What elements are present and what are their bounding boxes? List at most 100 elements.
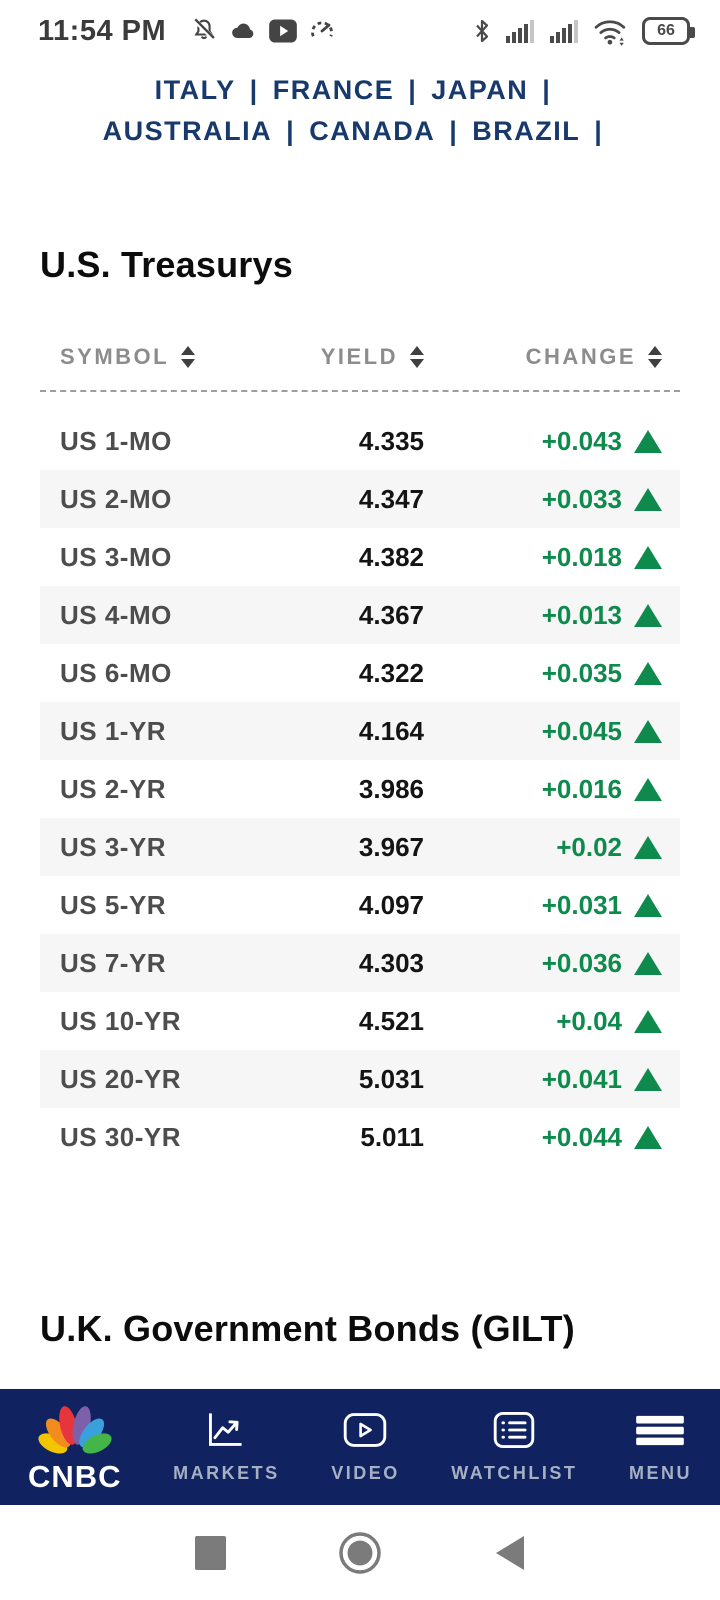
treasury-row[interactable]: US 5-YR 4.097 +0.031	[40, 876, 680, 934]
row-change: +0.036	[424, 948, 662, 979]
row-change-value: +0.02	[556, 831, 622, 862]
status-time: 11:54 PM	[38, 14, 167, 47]
play-video-icon	[268, 18, 298, 44]
treasury-row[interactable]: US 2-YR 3.986 +0.016	[40, 760, 680, 818]
row-change-value: +0.043	[541, 425, 622, 456]
nav-label: MARKETS	[173, 1462, 280, 1483]
cnbc-peacock-icon	[34, 1400, 116, 1461]
country-link-australia[interactable]: AUSTRALIA	[102, 116, 273, 146]
battery-percent: 66	[657, 22, 675, 39]
android-nav-bar	[0, 1505, 720, 1600]
treasury-row[interactable]: US 7-YR 4.303 +0.036	[40, 934, 680, 992]
row-change-value: +0.031	[541, 889, 622, 920]
line-chart-icon	[206, 1411, 246, 1454]
treasury-row[interactable]: US 20-YR 5.031 +0.041	[40, 1050, 680, 1108]
row-yield: 4.097	[358, 889, 424, 920]
nav-label: MENU	[628, 1462, 692, 1483]
treasury-rows: US 1-MO 4.335 +0.043 US 2-MO 4.347 +0.03…	[40, 412, 680, 1166]
nav-item-watchlist[interactable]: WATCHLIST	[451, 1411, 577, 1484]
row-yield: 5.031	[358, 1063, 424, 1094]
recents-button[interactable]	[160, 1505, 260, 1600]
sort-arrows-icon	[648, 346, 662, 368]
nav-label: VIDEO	[331, 1462, 400, 1483]
row-change-value: +0.035	[541, 657, 622, 688]
bottom-nav-bar: CNBC MARKETS VIDEO WATCHLIST MENU	[0, 1389, 720, 1505]
treasury-row[interactable]: US 2-MO 4.347 +0.033	[40, 470, 680, 528]
treasury-row[interactable]: US 6-MO 4.322 +0.035	[40, 644, 680, 702]
row-change: +0.018	[424, 542, 662, 573]
row-yield: 4.367	[358, 599, 424, 630]
treasury-row[interactable]: US 4-MO 4.367 +0.013	[40, 586, 680, 644]
column-header-change[interactable]: CHANGE	[424, 344, 662, 370]
uk-gilt-title: U.K. Government Bonds (GILT)	[40, 1308, 575, 1349]
row-change: +0.044	[424, 1122, 662, 1153]
country-link-bar: ITALY | FRANCE | JAPAN | AUSTRALIA | CANADA | BRA…	[0, 62, 720, 152]
row-change: +0.043	[424, 426, 662, 457]
treasury-row[interactable]: US 3-YR 3.967 +0.02	[40, 818, 680, 876]
muted-bell-icon	[190, 17, 218, 45]
country-link-italy[interactable]: ITALY	[154, 75, 236, 105]
treasury-row[interactable]: US 1-YR 4.164 +0.045	[40, 702, 680, 760]
home-circle-icon	[339, 1531, 381, 1574]
cnbc-wordmark: CNBC	[28, 1458, 122, 1494]
row-yield: 3.967	[358, 831, 424, 862]
separator: |	[286, 116, 296, 146]
column-header-yield[interactable]: YIELD	[249, 344, 424, 370]
watchlist-icon	[493, 1411, 535, 1454]
row-yield: 4.347	[358, 483, 424, 514]
separator: |	[249, 75, 259, 105]
row-change: +0.031	[424, 890, 662, 921]
up-triangle-icon	[634, 893, 662, 917]
column-header-symbol-label: SYMBOL	[60, 344, 170, 369]
row-change-value: +0.04	[556, 1005, 622, 1036]
nav-item-markets[interactable]: MARKETS	[173, 1411, 280, 1484]
row-change: +0.045	[424, 716, 662, 747]
up-triangle-icon	[634, 777, 662, 801]
row-change-value: +0.018	[541, 541, 622, 572]
country-link-japan[interactable]: JAPAN	[431, 75, 529, 105]
row-yield: 4.521	[358, 1005, 424, 1036]
row-change: +0.04	[424, 1006, 662, 1037]
up-triangle-icon	[634, 719, 662, 743]
battery-icon: 66	[642, 17, 695, 45]
home-button[interactable]	[310, 1505, 410, 1600]
row-symbol: US 2-YR	[60, 773, 167, 804]
up-triangle-icon	[634, 1009, 662, 1033]
nav-item-video[interactable]: VIDEO	[331, 1411, 400, 1484]
nav-item-cnbc-home[interactable]: CNBC	[28, 1400, 122, 1495]
row-symbol: US 10-YR	[60, 1005, 182, 1036]
row-change: +0.02	[424, 832, 662, 863]
back-button[interactable]	[460, 1505, 560, 1600]
up-triangle-icon	[634, 951, 662, 975]
up-triangle-icon	[634, 661, 662, 685]
treasury-row[interactable]: US 30-YR 5.011 +0.044	[40, 1108, 680, 1166]
nav-label: WATCHLIST	[451, 1462, 578, 1483]
country-link-canada[interactable]: CANADA	[309, 116, 436, 146]
speedometer-icon	[308, 17, 336, 45]
row-yield: 4.382	[358, 541, 424, 572]
treasury-row[interactable]: US 10-YR 4.521 +0.04	[40, 992, 680, 1050]
row-symbol: US 20-YR	[60, 1063, 182, 1094]
treasury-table-header: SYMBOL YIELD CHANGE	[40, 344, 680, 370]
row-symbol: US 5-YR	[60, 889, 167, 920]
country-link-brazil[interactable]: BRAZIL	[472, 116, 581, 146]
row-change: +0.035	[424, 658, 662, 689]
country-link-france[interactable]: FRANCE	[272, 75, 395, 105]
treasury-row[interactable]: US 1-MO 4.335 +0.043	[40, 412, 680, 470]
row-change-value: +0.016	[541, 773, 622, 804]
column-header-yield-label: YIELD	[320, 344, 398, 369]
nav-item-menu[interactable]: MENU	[629, 1411, 692, 1484]
back-triangle-icon	[496, 1535, 524, 1570]
up-triangle-icon	[634, 429, 662, 453]
up-triangle-icon	[634, 1125, 662, 1149]
country-link-row-1: ITALY | FRANCE | JAPAN |	[0, 70, 720, 111]
treasury-row[interactable]: US 3-MO 4.382 +0.018	[40, 528, 680, 586]
column-header-symbol[interactable]: SYMBOL	[60, 344, 249, 370]
row-change-value: +0.013	[541, 599, 622, 630]
video-play-icon	[343, 1411, 387, 1454]
up-triangle-icon	[634, 603, 662, 627]
cloud-icon	[228, 17, 258, 45]
sort-arrows-icon	[410, 346, 424, 368]
row-symbol: US 30-YR	[60, 1121, 182, 1152]
